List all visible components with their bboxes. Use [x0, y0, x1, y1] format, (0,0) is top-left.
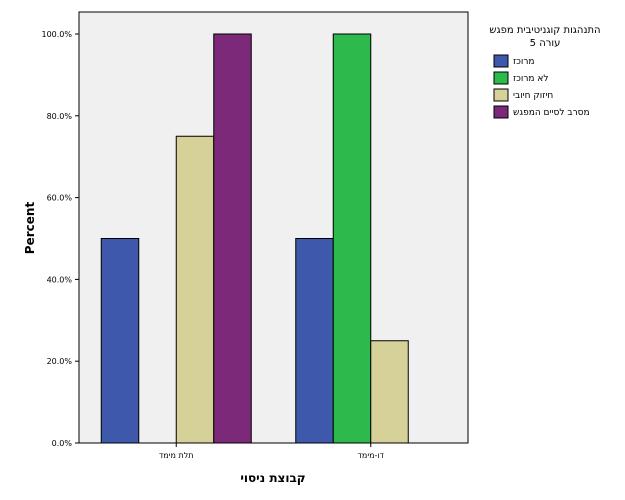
legend-swatch	[493, 71, 509, 85]
x-axis: תלת מימד דו-מימד	[159, 443, 385, 460]
legend-label: מרוכז	[513, 57, 535, 67]
bar	[175, 135, 215, 444]
legend-label: מסרב לסיים המפגש	[513, 108, 590, 118]
bars-layer	[100, 33, 409, 444]
y-tick-label: 100.0%	[41, 30, 72, 39]
y-tick-label: 20.0%	[47, 357, 73, 366]
legend-label: חיזוק חיובי	[513, 91, 553, 101]
legend-label: לא מרוכז	[513, 74, 549, 84]
x-tick-label: דו-מימד	[358, 451, 385, 460]
legend-swatch	[493, 105, 509, 119]
y-tick-label: 60.0%	[47, 194, 73, 203]
y-tick-label: 40.0%	[47, 275, 73, 284]
legend: התנהגות קוגניטיבית מפגש עורה 5 מרוכז לא מ…	[489, 25, 601, 119]
y-axis-title: Percent	[23, 202, 37, 255]
y-tick-label: 80.0%	[47, 112, 73, 121]
y-axis: 0.0% 20.0% 40.0% 60.0% 80.0% 100.0%	[41, 30, 79, 448]
x-tick-label: תלת מימד	[159, 451, 194, 460]
bar	[213, 33, 252, 444]
bar	[370, 340, 409, 444]
y-tick-label: 0.0%	[52, 439, 73, 448]
legend-items: מרוכז לא מרוכז חיזוק חיובי מסרב לסיים המפגש	[493, 54, 590, 119]
bar	[332, 33, 372, 444]
bar	[100, 238, 140, 444]
legend-title-line1: התנהגות קוגניטיבית מפגש	[489, 25, 600, 36]
legend-swatch	[493, 88, 509, 102]
legend-swatch	[493, 54, 509, 68]
bar	[295, 238, 334, 444]
x-axis-title: קבוצת ניסוי	[240, 471, 305, 485]
legend-title-line2: עורה 5	[530, 38, 561, 49]
